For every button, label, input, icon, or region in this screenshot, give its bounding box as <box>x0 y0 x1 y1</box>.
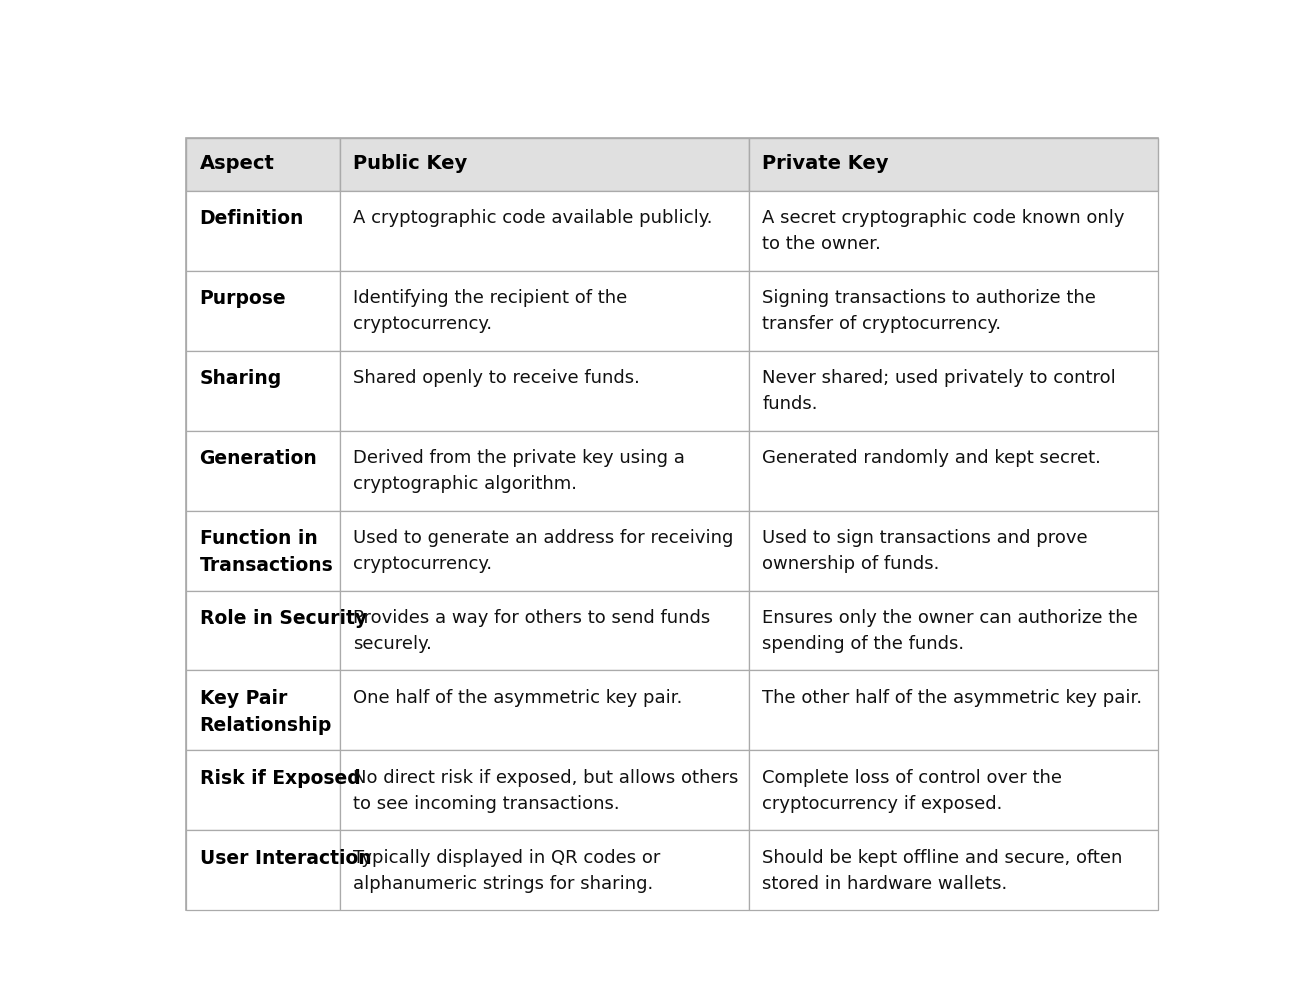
Text: A secret cryptographic code known only
to the owner.: A secret cryptographic code known only t… <box>762 210 1124 253</box>
Bar <box>186 750 340 831</box>
Bar <box>340 591 749 670</box>
Bar <box>749 351 1158 430</box>
Bar <box>340 191 749 271</box>
Text: Purpose: Purpose <box>199 289 286 308</box>
Bar <box>340 750 749 831</box>
Text: Function in
Transactions: Function in Transactions <box>199 529 333 576</box>
Bar <box>186 191 340 271</box>
Bar <box>749 591 1158 670</box>
Text: Derived from the private key using a
cryptographic algorithm.: Derived from the private key using a cry… <box>353 450 685 493</box>
Bar <box>749 511 1158 591</box>
Bar <box>749 138 1158 191</box>
Bar <box>749 191 1158 271</box>
Text: Never shared; used privately to control
funds.: Never shared; used privately to control … <box>762 369 1117 413</box>
Bar <box>186 591 340 670</box>
Text: No direct risk if exposed, but allows others
to see incoming transactions.: No direct risk if exposed, but allows ot… <box>353 769 739 812</box>
Bar <box>340 351 749 430</box>
Text: Sharing: Sharing <box>199 369 282 388</box>
Text: Used to generate an address for receiving
cryptocurrency.: Used to generate an address for receivin… <box>353 529 733 573</box>
Text: Typically displayed in QR codes or
alphanumeric strings for sharing.: Typically displayed in QR codes or alpha… <box>353 849 660 893</box>
Text: Aspect: Aspect <box>199 153 274 172</box>
Text: Identifying the recipient of the
cryptocurrency.: Identifying the recipient of the cryptoc… <box>353 289 627 333</box>
Bar <box>340 271 749 351</box>
Text: Role in Security: Role in Security <box>199 609 367 628</box>
Text: Generated randomly and kept secret.: Generated randomly and kept secret. <box>762 450 1101 468</box>
Bar <box>186 271 340 351</box>
Text: Risk if Exposed: Risk if Exposed <box>199 769 361 788</box>
Bar <box>186 351 340 430</box>
Text: Ensures only the owner can authorize the
spending of the funds.: Ensures only the owner can authorize the… <box>762 609 1139 653</box>
Bar <box>749 670 1158 750</box>
Text: Signing transactions to authorize the
transfer of cryptocurrency.: Signing transactions to authorize the tr… <box>762 289 1097 333</box>
Text: Provides a way for others to send funds
securely.: Provides a way for others to send funds … <box>353 609 710 653</box>
Text: A cryptographic code available publicly.: A cryptographic code available publicly. <box>353 210 712 228</box>
Bar <box>186 831 340 910</box>
Bar <box>340 831 749 910</box>
Text: Generation: Generation <box>199 450 318 469</box>
Text: Complete loss of control over the
cryptocurrency if exposed.: Complete loss of control over the crypto… <box>762 769 1063 812</box>
Text: Shared openly to receive funds.: Shared openly to receive funds. <box>353 369 640 387</box>
Text: User Interaction: User Interaction <box>199 849 371 868</box>
Text: One half of the asymmetric key pair.: One half of the asymmetric key pair. <box>353 689 682 707</box>
Bar <box>186 670 340 750</box>
Bar <box>749 750 1158 831</box>
Text: Definition: Definition <box>199 210 304 229</box>
Bar <box>340 670 749 750</box>
Text: Public Key: Public Key <box>353 153 467 172</box>
Bar <box>186 430 340 511</box>
Bar <box>749 271 1158 351</box>
Bar <box>340 138 749 191</box>
Bar <box>186 138 340 191</box>
Text: Private Key: Private Key <box>762 153 890 172</box>
Text: Used to sign transactions and prove
ownership of funds.: Used to sign transactions and prove owne… <box>762 529 1088 573</box>
Bar <box>749 430 1158 511</box>
Text: Should be kept offline and secure, often
stored in hardware wallets.: Should be kept offline and secure, often… <box>762 849 1123 893</box>
Bar <box>749 831 1158 910</box>
Bar <box>340 511 749 591</box>
Text: The other half of the asymmetric key pair.: The other half of the asymmetric key pai… <box>762 689 1143 707</box>
Bar <box>186 511 340 591</box>
Bar <box>340 430 749 511</box>
Text: Key Pair
Relationship: Key Pair Relationship <box>199 689 332 736</box>
